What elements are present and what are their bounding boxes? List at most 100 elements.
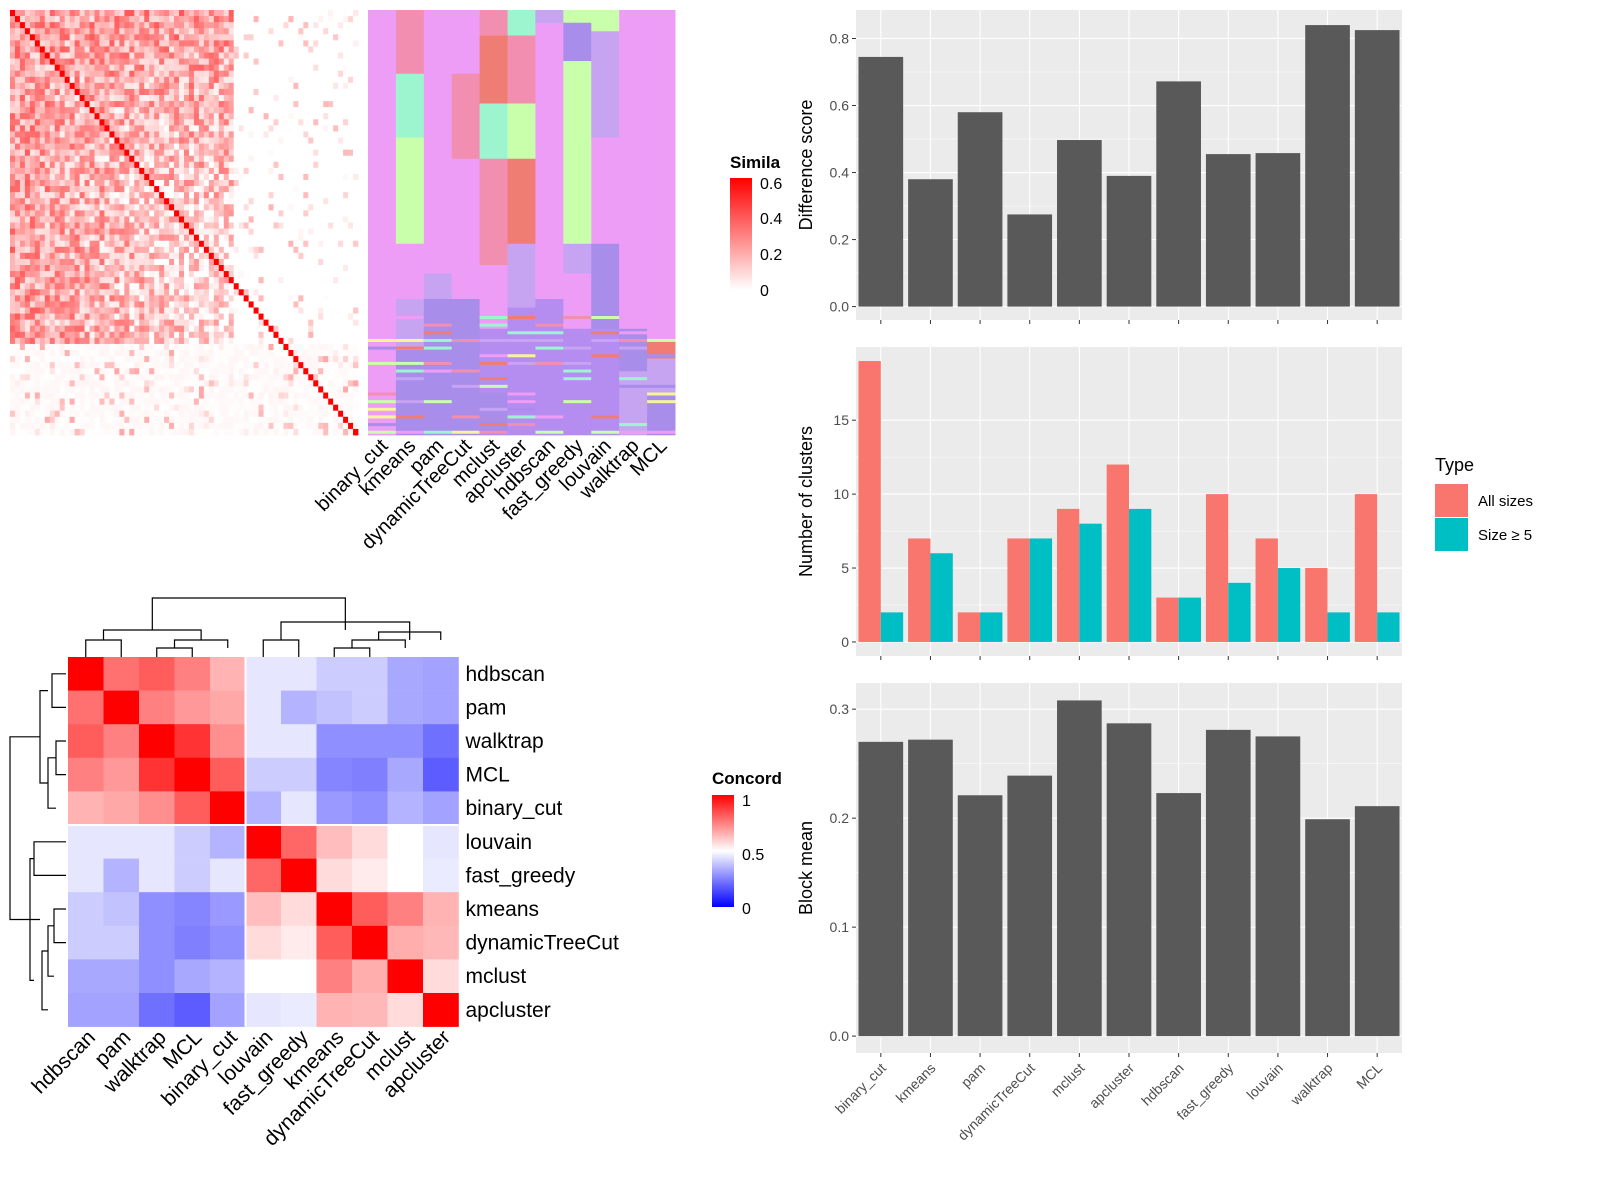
similarity-cell bbox=[258, 368, 264, 375]
similarity-cell bbox=[49, 277, 56, 284]
similarity-cell bbox=[323, 337, 329, 345]
similarity-cell bbox=[188, 161, 195, 169]
similarity-cell bbox=[198, 337, 205, 345]
similarity-cell bbox=[328, 331, 334, 339]
similarity-cell bbox=[14, 107, 21, 114]
similarity-cell bbox=[348, 155, 354, 163]
similarity-cell bbox=[184, 88, 190, 96]
similarity-cell bbox=[338, 222, 344, 229]
similarity-cell bbox=[253, 210, 259, 217]
similarity-cell bbox=[318, 167, 324, 175]
similarity-cell bbox=[263, 319, 269, 327]
similarity-cell bbox=[144, 228, 150, 236]
similarity-cell bbox=[19, 252, 26, 260]
similarity-cell bbox=[208, 161, 215, 169]
similarity-cell bbox=[109, 64, 115, 72]
similarity-cell bbox=[338, 210, 344, 217]
assignment-stripe bbox=[423, 369, 453, 373]
similarity-cell bbox=[34, 137, 41, 144]
assignment-stripe bbox=[368, 392, 397, 396]
similarity-cell bbox=[228, 319, 235, 327]
similarity-cell bbox=[218, 76, 225, 84]
similarity-cell bbox=[308, 52, 314, 59]
similarity-cell bbox=[149, 155, 155, 163]
similarity-cell bbox=[14, 186, 21, 193]
similarity-cell bbox=[39, 301, 46, 308]
similarity-cell bbox=[323, 16, 329, 23]
similarity-cell bbox=[318, 28, 324, 35]
similarity-cell bbox=[84, 362, 90, 369]
similarity-cell bbox=[298, 240, 304, 248]
similarity-cell bbox=[44, 192, 51, 199]
similarity-cell bbox=[338, 356, 344, 363]
similarity-cell bbox=[94, 149, 100, 157]
similarity-cell bbox=[104, 198, 110, 205]
similarity-cell bbox=[124, 246, 130, 254]
similarity-cell bbox=[39, 404, 46, 412]
similarity-cell bbox=[203, 64, 210, 72]
similarity-cell bbox=[223, 410, 230, 418]
similarity-cell bbox=[69, 186, 76, 193]
similarity-cell bbox=[318, 95, 324, 102]
assignment-cell bbox=[507, 35, 536, 104]
similarity-cell bbox=[119, 386, 125, 393]
similarity-cell bbox=[298, 70, 304, 78]
similarity-cell bbox=[89, 210, 95, 217]
similarity-cell bbox=[273, 204, 279, 211]
similarity-cell bbox=[10, 161, 16, 169]
similarity-cell bbox=[69, 161, 76, 169]
similarity-cell bbox=[34, 422, 41, 430]
similarity-cell bbox=[24, 16, 31, 23]
similarity-cell bbox=[69, 337, 76, 345]
similarity-cell bbox=[49, 149, 56, 157]
similarity-cell bbox=[59, 70, 66, 78]
similarity-cell bbox=[188, 392, 195, 399]
similarity-cell bbox=[139, 410, 145, 418]
similarity-cell bbox=[159, 82, 165, 90]
similarity-cell bbox=[169, 155, 175, 163]
similarity-cell bbox=[248, 319, 254, 327]
similarity-cell bbox=[49, 143, 56, 151]
similarity-cell bbox=[34, 113, 41, 120]
assignment-stripe bbox=[479, 354, 509, 358]
similarity-cell bbox=[49, 216, 56, 223]
similarity-cell bbox=[19, 222, 26, 229]
similarity-cell bbox=[139, 386, 145, 393]
similarity-cell bbox=[114, 428, 120, 436]
similarity-cell bbox=[119, 410, 125, 418]
similarity-cell bbox=[288, 428, 294, 436]
similarity-cell bbox=[79, 258, 85, 266]
similarity-cell bbox=[184, 240, 190, 248]
similarity-cell bbox=[278, 331, 284, 339]
similarity-cell bbox=[348, 88, 354, 96]
similarity-cell bbox=[69, 28, 76, 35]
similarity-cell bbox=[44, 222, 51, 229]
similarity-cell bbox=[228, 204, 235, 211]
similarity-cell bbox=[343, 210, 349, 217]
similarity-cell bbox=[124, 337, 130, 345]
similarity-cell bbox=[34, 82, 41, 90]
similarity-cell bbox=[278, 88, 284, 96]
similarity-cell bbox=[10, 40, 16, 47]
similarity-cell bbox=[233, 40, 240, 47]
similarity-cell bbox=[298, 404, 304, 412]
similarity-cell bbox=[253, 149, 259, 157]
similarity-cell bbox=[353, 234, 359, 242]
similarity-cell bbox=[64, 368, 71, 375]
similarity-cell bbox=[188, 416, 195, 424]
similarity-cell bbox=[64, 252, 71, 260]
similarity-cell bbox=[24, 368, 31, 375]
similarity-cell bbox=[149, 40, 155, 47]
similarity-cell bbox=[233, 301, 240, 308]
similarity-cell bbox=[134, 95, 140, 102]
similarity-cell bbox=[14, 52, 21, 59]
similarity-cell bbox=[313, 246, 319, 254]
similarity-cell bbox=[34, 28, 41, 35]
similarity-cell bbox=[119, 186, 125, 193]
similarity-cell bbox=[94, 131, 100, 138]
similarity-cell bbox=[179, 313, 185, 321]
similarity-cell bbox=[198, 192, 205, 199]
similarity-cell bbox=[84, 337, 90, 345]
similarity-cell bbox=[179, 70, 185, 78]
similarity-cell bbox=[144, 350, 150, 357]
